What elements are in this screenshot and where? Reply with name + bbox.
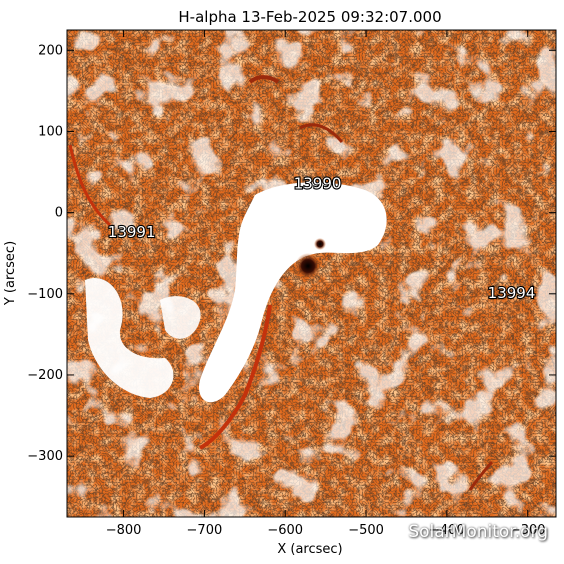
filament — [68, 144, 112, 227]
region-label: 13994 — [488, 284, 536, 302]
plot-title: H-alpha 13-Feb-2025 09:32:07.000 — [178, 8, 441, 26]
filament — [248, 75, 280, 84]
x-tick-label: −800 — [106, 523, 142, 538]
y-tick-label: −300 — [27, 449, 63, 464]
plot-frame — [66, 29, 557, 518]
y-tick-label: −100 — [27, 287, 63, 302]
x-axis: −800 −700 −600 −500 −400 −300 — [106, 30, 546, 538]
sunspot — [295, 253, 321, 279]
filament — [468, 461, 494, 491]
active-region-plage — [199, 182, 387, 403]
y-tick-label: −200 — [27, 368, 63, 383]
x-tick-label: −500 — [348, 523, 384, 538]
plage-west — [85, 278, 174, 398]
x-tick-label: −700 — [187, 523, 223, 538]
filament — [198, 304, 272, 450]
x-tick-label: −300 — [510, 523, 546, 538]
x-tick-label: −600 — [267, 523, 303, 538]
watermark: SolarMonitor.org — [408, 522, 548, 542]
y-tick-label: 0 — [55, 206, 63, 221]
y-tick-label: 200 — [38, 43, 63, 58]
region-label: 13991 — [108, 223, 156, 241]
y-axis: −300 −200 −100 0 100 200 — [27, 43, 556, 464]
sunspot — [314, 238, 326, 250]
x-tick-label: −400 — [429, 523, 465, 538]
y-axis-label: Y (arcsec) — [3, 241, 18, 306]
y-tick-label: 100 — [38, 124, 63, 139]
solar-image — [67, 30, 556, 517]
filament — [299, 123, 344, 143]
active-region-labels: 13990 13991 13994 — [107, 173, 537, 303]
x-axis-label: X (arcsec) — [277, 542, 342, 557]
plage-south — [160, 296, 201, 339]
region-label: 13990 — [294, 174, 342, 192]
